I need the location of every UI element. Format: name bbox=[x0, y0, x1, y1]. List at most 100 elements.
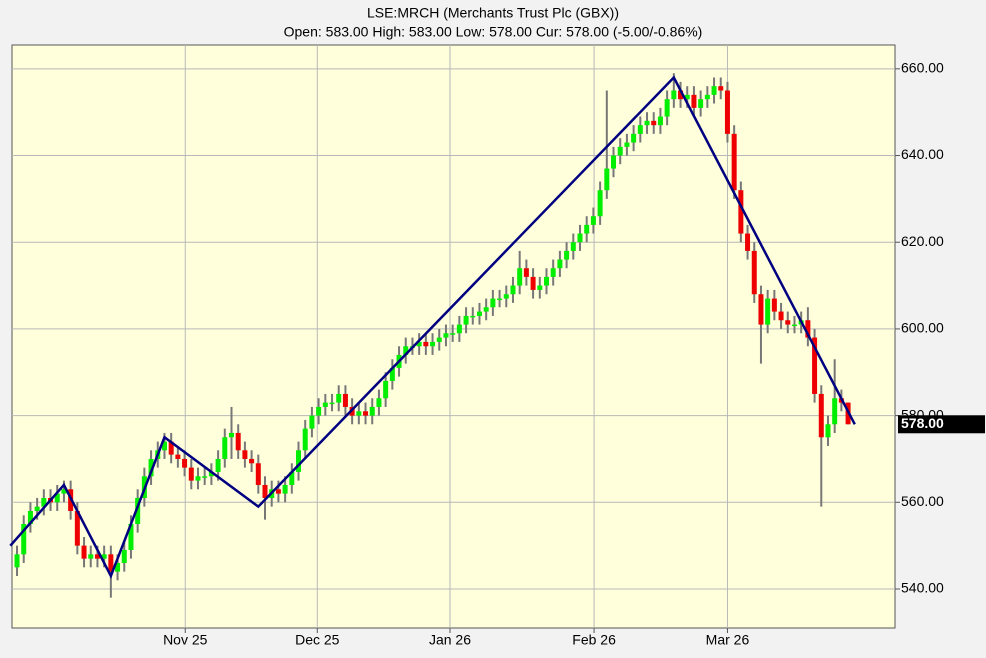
candle-body bbox=[356, 411, 362, 416]
candle-body bbox=[718, 86, 724, 91]
y-tick-label: 640.00 bbox=[901, 146, 944, 162]
candle-body bbox=[684, 94, 690, 100]
candle-body bbox=[148, 458, 154, 477]
candle-body bbox=[624, 142, 630, 147]
candle-body bbox=[61, 489, 67, 494]
candle-body bbox=[691, 94, 697, 108]
x-tick-label: Dec 25 bbox=[295, 632, 340, 648]
candle-body bbox=[262, 484, 268, 498]
candle-body bbox=[135, 497, 141, 524]
candle-body bbox=[195, 476, 201, 481]
candle-body bbox=[791, 324, 797, 327]
candle-body bbox=[651, 120, 657, 126]
candle-body bbox=[108, 554, 114, 572]
candle-body bbox=[543, 276, 549, 286]
candle-body bbox=[698, 99, 704, 108]
y-tick-label: 540.00 bbox=[901, 580, 944, 596]
candle-body bbox=[631, 133, 637, 143]
y-tick-label: 600.00 bbox=[901, 320, 944, 336]
candle-body bbox=[664, 99, 670, 117]
candle-body bbox=[336, 393, 342, 403]
candle-body bbox=[825, 424, 831, 438]
x-tick-label: Mar 26 bbox=[706, 632, 750, 648]
candle-body bbox=[282, 484, 288, 494]
candle-body bbox=[275, 489, 281, 494]
candle-body bbox=[81, 545, 87, 559]
candle-body bbox=[302, 428, 308, 451]
candle-body bbox=[423, 341, 429, 347]
candle-body bbox=[202, 476, 208, 478]
candle-body bbox=[637, 125, 643, 134]
candle-body bbox=[537, 285, 543, 290]
zigzag-line bbox=[9, 75, 856, 580]
candle-body bbox=[430, 341, 436, 347]
candle-body bbox=[751, 250, 757, 295]
candle-body bbox=[88, 554, 94, 559]
y-tick-label: 620.00 bbox=[901, 233, 944, 249]
candle-body bbox=[450, 333, 456, 335]
candle-body bbox=[416, 341, 422, 347]
candle-body bbox=[678, 90, 684, 100]
candle-body bbox=[476, 311, 482, 316]
candle-body bbox=[322, 402, 328, 407]
candle-body bbox=[463, 315, 469, 325]
candle-body bbox=[503, 294, 509, 299]
chart-subtitle: Open: 583.00 High: 583.00 Low: 578.00 Cu… bbox=[284, 24, 703, 40]
candle-body bbox=[128, 523, 134, 550]
candle-body bbox=[182, 458, 188, 468]
candle-body bbox=[316, 406, 322, 416]
candle-body bbox=[456, 324, 462, 334]
candle-body bbox=[550, 268, 556, 277]
candle-body bbox=[403, 346, 409, 355]
x-tick-label: Nov 25 bbox=[163, 632, 208, 648]
candle-body bbox=[235, 432, 241, 451]
x-tick-label: Jan 26 bbox=[429, 632, 471, 648]
candle-body bbox=[21, 523, 27, 555]
candle-body bbox=[617, 146, 623, 156]
candle-body bbox=[41, 497, 47, 507]
candle-body bbox=[731, 133, 737, 191]
candle-body bbox=[329, 402, 335, 405]
candle-body bbox=[436, 337, 442, 342]
y-tick-label: 660.00 bbox=[901, 60, 944, 76]
candle-body bbox=[249, 458, 255, 464]
candle-body bbox=[785, 320, 791, 325]
candle-body bbox=[255, 463, 261, 485]
candle-body bbox=[771, 298, 777, 312]
y-tick-label: 560.00 bbox=[901, 493, 944, 509]
candle-body bbox=[27, 510, 33, 524]
candle-body bbox=[584, 224, 590, 234]
candle-body bbox=[765, 298, 771, 325]
candle-body bbox=[228, 432, 234, 438]
candle-body bbox=[443, 333, 449, 338]
candle-body bbox=[611, 155, 617, 169]
candle-body bbox=[222, 437, 228, 459]
candle-body bbox=[369, 406, 375, 416]
candle-body bbox=[94, 554, 100, 559]
candle-body bbox=[242, 450, 248, 459]
candle-body bbox=[745, 233, 751, 251]
candle-body bbox=[704, 94, 710, 100]
last-price-label: 578.00 bbox=[901, 415, 944, 431]
candle-body bbox=[470, 315, 476, 318]
candle-body bbox=[597, 190, 603, 217]
candle-body bbox=[758, 294, 764, 325]
candle-body bbox=[383, 380, 389, 399]
candle-body bbox=[121, 549, 127, 563]
candle-body bbox=[101, 554, 107, 559]
candle-body bbox=[644, 120, 650, 126]
candle-body bbox=[805, 320, 811, 338]
candle-body bbox=[161, 441, 167, 451]
candle-body bbox=[832, 398, 838, 425]
candle-body bbox=[188, 467, 194, 481]
candle-body bbox=[671, 90, 677, 100]
candle-body bbox=[557, 259, 563, 269]
candle-body bbox=[483, 307, 489, 312]
candle-body bbox=[309, 415, 315, 429]
candle-body bbox=[342, 393, 348, 407]
candle-body bbox=[74, 510, 80, 546]
chart-title: LSE:MRCH (Merchants Trust Plc (GBX)) bbox=[367, 5, 619, 21]
candle-body bbox=[14, 554, 20, 568]
last-price-box bbox=[898, 415, 985, 434]
candle-body bbox=[490, 298, 496, 308]
